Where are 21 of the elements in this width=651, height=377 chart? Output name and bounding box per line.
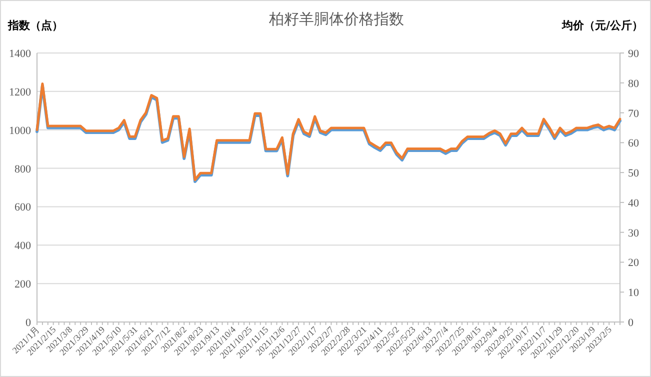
y2-tick-label: 40	[628, 197, 640, 210]
y-tick-label: 1400	[9, 48, 32, 60]
y-tick-label: 400	[14, 240, 32, 252]
y-tick-label: 800	[14, 163, 32, 176]
y2-tick-label: 90	[628, 48, 640, 60]
y2-tick-label: 80	[628, 78, 640, 90]
y-tick-label: 600	[14, 202, 32, 214]
y2-axis-title: 均价（元/公斤）	[560, 19, 643, 32]
y-axis-title: 指数（点）	[7, 19, 63, 32]
y-tick-label: 1200	[9, 86, 32, 98]
chart-title: 柏籽羊胴体价格指数	[268, 10, 404, 28]
y2-tick-label: 0	[628, 317, 634, 329]
y2-tick-label: 20	[628, 257, 640, 270]
y2-tick-label: 10	[628, 287, 640, 300]
y2-tick-label: 30	[628, 227, 640, 240]
y2-tick-label: 60	[628, 138, 640, 150]
y2-tick-label: 50	[628, 168, 640, 180]
y2-tick-label: 70	[628, 108, 640, 120]
y-tick-label: 200	[14, 278, 32, 291]
y-tick-label: 0	[26, 317, 32, 329]
y-tick-label: 1000	[9, 124, 32, 137]
